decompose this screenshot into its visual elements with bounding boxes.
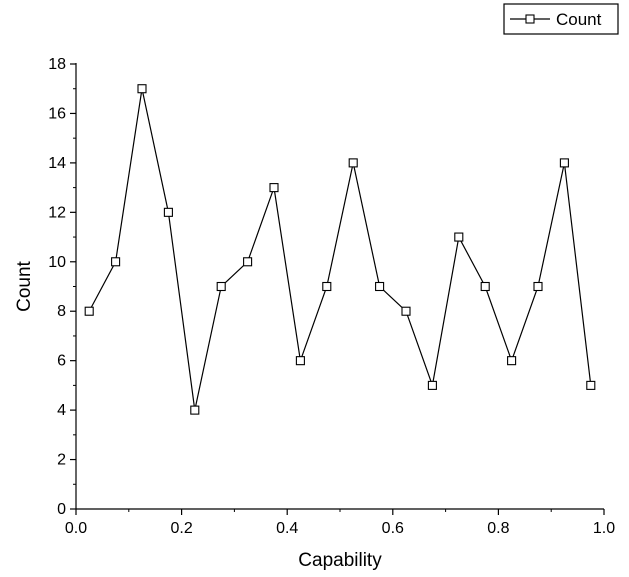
x-tick-label: 0.8 bbox=[487, 520, 509, 537]
legend-label: Count bbox=[556, 10, 602, 29]
y-tick-label: 4 bbox=[57, 402, 66, 419]
data-point-marker bbox=[322, 281, 332, 292]
y-tick-label: 16 bbox=[48, 105, 66, 122]
data-point-marker bbox=[586, 380, 596, 390]
y-tick-label: 8 bbox=[57, 303, 66, 320]
ticks: 0.0 0.2 0.4 0.6 0.8 1.0 0 2 4 6 8 10 12 14 16 18 bbox=[48, 56, 615, 537]
y-tick-label: 2 bbox=[57, 452, 66, 469]
data-point-marker bbox=[84, 306, 94, 316]
data-point-marker bbox=[348, 158, 358, 168]
legend-marker-sample bbox=[525, 14, 535, 24]
x-tick-label: 0.4 bbox=[276, 520, 298, 537]
y-tick-label: 0 bbox=[57, 501, 66, 518]
y-tick-label: 18 bbox=[48, 56, 66, 73]
y-tick-label: 14 bbox=[48, 155, 66, 172]
data-point-marker bbox=[533, 281, 543, 292]
series-layer bbox=[84, 84, 596, 415]
y-axis-title: Count bbox=[14, 260, 35, 311]
data-point-marker bbox=[111, 257, 121, 267]
data-point-marker bbox=[243, 257, 253, 267]
y-tick-label: 6 bbox=[57, 353, 66, 370]
data-point-marker bbox=[480, 281, 490, 292]
data-point-marker bbox=[269, 183, 279, 193]
series-line-count bbox=[88, 88, 592, 411]
data-point-marker bbox=[216, 281, 226, 292]
y-tick-label: 12 bbox=[48, 204, 66, 221]
data-point-marker bbox=[190, 405, 200, 415]
x-tick-label: 0.6 bbox=[382, 520, 404, 537]
x-axis-title: Capability bbox=[298, 550, 382, 571]
y-tick-label: 10 bbox=[48, 254, 66, 271]
data-point-marker bbox=[163, 207, 173, 217]
x-tick-label: 0.0 bbox=[65, 520, 87, 537]
data-point-marker bbox=[401, 306, 411, 316]
data-point-marker bbox=[427, 380, 437, 390]
data-point-marker bbox=[454, 232, 464, 242]
data-point-marker bbox=[507, 356, 517, 366]
x-tick-label: 0.2 bbox=[170, 520, 192, 537]
legend: Count bbox=[503, 3, 619, 35]
data-point-marker bbox=[295, 356, 305, 366]
x-tick-label: 1.0 bbox=[593, 520, 615, 537]
data-point-marker bbox=[137, 84, 147, 94]
data-point-marker bbox=[559, 158, 569, 168]
axes bbox=[75, 63, 604, 510]
data-point-marker bbox=[375, 281, 385, 292]
